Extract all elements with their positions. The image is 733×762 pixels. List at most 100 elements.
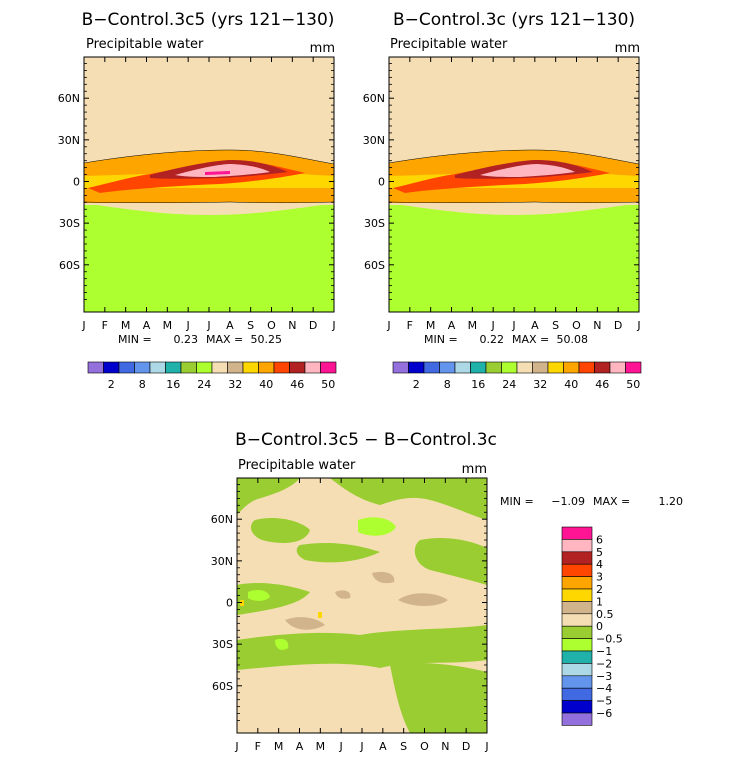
- variable-label: Precipitable water: [238, 458, 356, 473]
- min-value: 0.23: [174, 333, 199, 346]
- panel-c5: B−Control.3c5 (yrs 121−130) Precipitable…: [58, 10, 337, 391]
- colorbar-swatch: [165, 361, 182, 374]
- colorbar-label: 24: [197, 378, 211, 391]
- colorbar-swatch: [211, 361, 228, 374]
- colorbar-label: 32: [533, 378, 547, 391]
- colorbar-label: 32: [228, 378, 242, 391]
- colorbar-swatch: [561, 563, 593, 577]
- y-tick-label: 60N: [211, 513, 233, 526]
- colorbar-swatch: [408, 361, 425, 374]
- min-max-readout: MIN = 0.23 MAX = 50.25: [118, 333, 282, 346]
- y-axis: 60N 30N 0 30S 60S: [363, 63, 639, 300]
- colorbar-label: 40: [259, 378, 273, 391]
- variable-label: Precipitable water: [390, 37, 508, 52]
- x-tick-label: J: [206, 319, 210, 332]
- y-tick-label: 30S: [212, 638, 233, 651]
- colorbar-swatch: [561, 675, 593, 689]
- colorbar: [392, 361, 642, 374]
- x-tick-label: D: [309, 319, 317, 332]
- colorbar-label: 0.5: [596, 608, 614, 621]
- min-max-readout: MIN = −1.09 MAX = 1.20: [500, 495, 683, 508]
- colorbar-swatch: [578, 361, 595, 374]
- min-value: −1.09: [551, 495, 585, 508]
- latitude-bands: [84, 57, 334, 312]
- colorbar-swatch: [594, 361, 611, 374]
- colorbar-label: −4: [596, 682, 612, 695]
- colorbar-swatch: [561, 712, 593, 726]
- panel-title: B−Control.3c5 − B−Control.3c: [235, 430, 497, 450]
- x-tick-label: A: [296, 740, 304, 753]
- x-tick-label: J: [186, 319, 190, 332]
- colorbar-swatch: [561, 539, 593, 553]
- y-tick-label: 30N: [211, 555, 233, 568]
- colorbar-swatch: [547, 361, 564, 374]
- x-tick-label: J: [511, 319, 515, 332]
- contour-bands: [83, 149, 335, 203]
- colorbar-label: 2: [596, 583, 603, 596]
- colorbar-swatch: [470, 361, 487, 374]
- x-tick-label: M: [274, 740, 284, 753]
- colorbar-swatch: [501, 361, 518, 374]
- colorbar-swatch: [561, 663, 593, 677]
- panel-difference: B−Control.3c5 − B−Control.3c Precipitabl…: [211, 430, 683, 753]
- colorbar-label: 6: [596, 533, 603, 546]
- max-value: 50.25: [251, 333, 283, 346]
- colorbar-swatch: [561, 601, 593, 615]
- colorbar-swatch: [561, 638, 593, 652]
- colorbar-swatch: [180, 361, 197, 374]
- colorbar-label: 40: [564, 378, 578, 391]
- y-tick-label: 60S: [212, 680, 233, 693]
- colorbar-label: 8: [444, 378, 451, 391]
- colorbar-label: −1: [596, 645, 612, 658]
- colorbar-label: 3: [596, 571, 603, 584]
- colorbar: [87, 361, 337, 374]
- x-tick-label: N: [288, 319, 296, 332]
- y-axis: 60N 30N 0 30S 60S: [58, 63, 334, 300]
- units-label: mm: [615, 41, 640, 56]
- y-tick-label: 60S: [59, 259, 80, 272]
- y-tick-label: 60N: [58, 92, 80, 105]
- x-tick-label: O: [572, 319, 581, 332]
- min-max-readout: MIN = 0.22 MAX = 50.08: [424, 333, 588, 346]
- min-value: 0.22: [480, 333, 505, 346]
- x-tick-label: J: [339, 740, 343, 753]
- x-tick-label: J: [81, 319, 85, 332]
- colorbar-label: 4: [596, 558, 603, 571]
- panel-title: B−Control.3c5 (yrs 121−130): [82, 10, 335, 30]
- colorbar-label: 24: [502, 378, 516, 391]
- x-tick-label: M: [316, 740, 326, 753]
- y-tick-label: 30S: [364, 217, 385, 230]
- colorbar-swatch: [134, 361, 151, 374]
- colorbar-label: 1: [596, 595, 603, 608]
- panel-c: B−Control.3c (yrs 121−130) Precipitable …: [363, 10, 642, 391]
- y-tick-label: 30N: [363, 134, 385, 147]
- colorbar-swatch: [561, 576, 593, 590]
- x-tick-label: S: [400, 740, 407, 753]
- colorbar-label: −3: [596, 670, 612, 683]
- colorbar-swatch: [304, 361, 321, 374]
- colorbar-swatch: [532, 361, 549, 374]
- colorbar-swatch: [561, 650, 593, 664]
- contour-band-south: [389, 205, 639, 312]
- colorbar-swatch: [423, 361, 440, 374]
- x-tick-label: S: [552, 319, 559, 332]
- colorbar-swatch: [561, 588, 593, 602]
- panel-title: B−Control.3c (yrs 121−130): [393, 10, 635, 30]
- x-tick-label: M: [426, 319, 436, 332]
- colorbar-swatch: [87, 361, 104, 374]
- x-tick-label: A: [448, 319, 456, 332]
- colorbar-swatch: [561, 625, 593, 639]
- colorbar-label: 50: [626, 378, 640, 391]
- colorbar-label: −2: [596, 657, 612, 670]
- colorbar-swatch: [149, 361, 166, 374]
- colorbar-swatch: [320, 361, 337, 374]
- contour-band-south: [84, 205, 334, 312]
- x-tick-label: A: [143, 319, 151, 332]
- colorbar-label: −5: [596, 695, 612, 708]
- colorbar-labels: 2 8 16 24 32 40 46 50: [108, 378, 336, 391]
- colorbar-swatch: [563, 361, 580, 374]
- y-tick-label: 0: [226, 597, 233, 610]
